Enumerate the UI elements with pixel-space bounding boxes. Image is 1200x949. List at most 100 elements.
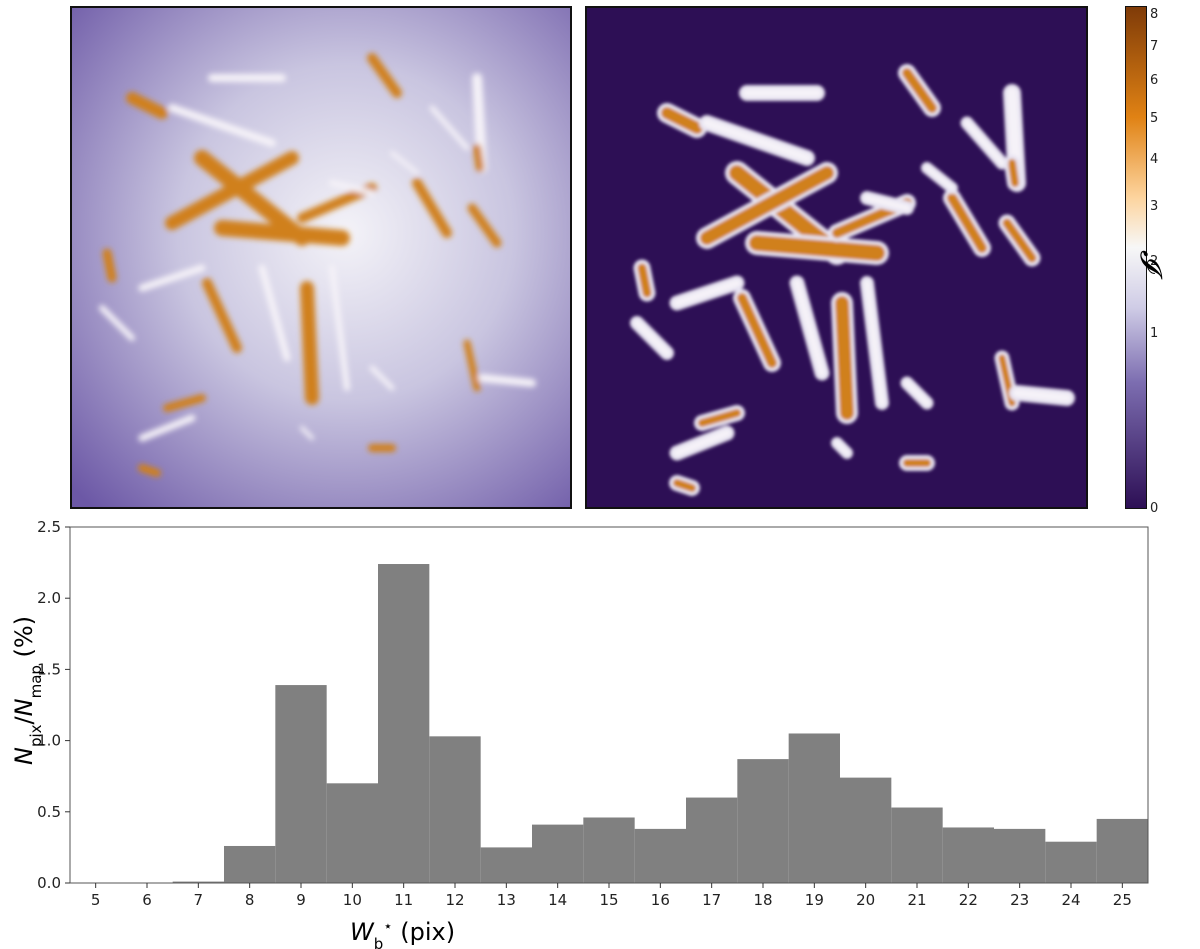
left-map-filament xyxy=(258,264,291,362)
y-axis-label: Npix/Nmap (%) xyxy=(10,616,45,765)
colorbar-tick-label: 1 xyxy=(1150,326,1159,342)
right-map-filament xyxy=(673,429,731,457)
right-map-filament xyxy=(793,279,826,377)
x-tick-label: 14 xyxy=(548,891,567,909)
colorbar-tick-label: 5 xyxy=(1150,110,1159,126)
histogram-bar xyxy=(942,827,994,883)
x-tick-label: 20 xyxy=(856,891,875,909)
colorbar-gradient xyxy=(1126,7,1146,508)
right-map-filament xyxy=(864,280,885,406)
x-tick-label: 8 xyxy=(245,891,255,909)
right-map-filament xyxy=(947,193,987,253)
y-tick-label: 1.0 xyxy=(37,732,61,750)
right-map-filament xyxy=(864,195,910,211)
histogram-bar xyxy=(326,783,378,883)
histogram-bar xyxy=(788,733,840,883)
histogram-bar xyxy=(1096,818,1148,883)
colorbar-tick-label: 7 xyxy=(1150,39,1159,55)
left-map-filament xyxy=(102,248,117,283)
y-tick-label: 0.0 xyxy=(37,874,61,892)
left-map-filament xyxy=(163,394,206,412)
left-map-filament xyxy=(390,151,419,175)
right-map-filament xyxy=(700,166,834,245)
left-map-filament xyxy=(138,264,206,292)
right-map-filament xyxy=(835,441,849,455)
x-tick-label: 18 xyxy=(753,891,772,909)
histogram-bar xyxy=(840,777,892,883)
x-tick-label: 16 xyxy=(651,891,670,909)
histogram-bar xyxy=(224,845,276,883)
left-map-filament xyxy=(138,414,196,442)
left-map-filament xyxy=(300,426,314,440)
left-map-filament xyxy=(463,339,481,392)
histogram-bar xyxy=(429,736,481,883)
right-map-filament xyxy=(904,380,930,406)
colorbar-label: 𝓘 xyxy=(1133,250,1168,271)
right-map-filament xyxy=(698,409,741,427)
left-map-filament xyxy=(329,180,375,196)
histogram-bar xyxy=(891,807,943,883)
colorbar-tick-label: 3 xyxy=(1150,198,1159,214)
right-map-filament xyxy=(1002,218,1037,263)
left-map-filament xyxy=(473,144,484,172)
histogram-bar xyxy=(480,847,532,883)
x-tick-label: 5 xyxy=(91,891,101,909)
x-tick-label: 15 xyxy=(599,891,618,909)
x-tick-label: 19 xyxy=(805,891,824,909)
right-map-filament xyxy=(703,119,811,162)
histogram-bar xyxy=(532,824,584,883)
left-map-filament xyxy=(168,104,276,147)
left-map-filament xyxy=(99,305,135,341)
left-map-filament xyxy=(165,151,299,230)
right-map-filament xyxy=(673,479,696,492)
x-tick-label: 6 xyxy=(142,891,152,909)
histogram-bar xyxy=(634,828,686,883)
colorbar xyxy=(1125,6,1147,509)
x-tick-label: 21 xyxy=(907,891,926,909)
colorbar-tick-label: 4 xyxy=(1150,151,1159,167)
left-map-filament xyxy=(429,105,470,151)
right-map-filament xyxy=(1013,389,1071,402)
left-map-filament xyxy=(126,92,168,119)
left-intensity-map xyxy=(70,6,572,509)
right-map-filament xyxy=(902,68,937,113)
colorbar-tick-label: 6 xyxy=(1150,73,1159,89)
histogram-bar xyxy=(737,759,789,883)
histogram-bar xyxy=(172,881,224,883)
y-tick-label: 2.5 xyxy=(37,518,61,536)
left-map-filament xyxy=(300,281,319,405)
right-map-filament xyxy=(661,107,703,134)
left-map-filament xyxy=(329,265,350,391)
histogram-chart: 0.0 0.5 1.0 1.5 2.0 2.5 5 6 7 8 9 10 11 12 13 14 15 16 17… xyxy=(10,518,1149,949)
histogram-bar xyxy=(378,564,430,883)
left-map-filament xyxy=(194,150,310,246)
left-map-filament xyxy=(214,220,350,246)
x-axis-label: Wb⋆ (pix) xyxy=(350,917,455,949)
histogram-bar xyxy=(275,685,327,883)
y-tick-label: 2.0 xyxy=(37,589,61,607)
left-map-filament xyxy=(138,464,161,477)
histogram-bar xyxy=(994,828,1046,883)
x-tick-label: 17 xyxy=(702,891,721,909)
left-map-image xyxy=(72,8,570,507)
x-tick-label: 9 xyxy=(296,891,306,909)
colorbar-tick-label: 2 xyxy=(1150,254,1159,270)
right-map-filament xyxy=(737,293,777,368)
x-tick-label: 11 xyxy=(394,891,413,909)
left-map-filament xyxy=(369,365,395,391)
x-tick-label: 23 xyxy=(1010,891,1029,909)
right-map-filament xyxy=(835,296,854,420)
x-tick-label: 24 xyxy=(1061,891,1080,909)
right-map-image xyxy=(587,8,1086,507)
right-map-filament xyxy=(749,235,885,261)
left-map-filament xyxy=(367,53,402,98)
x-tick-label: 7 xyxy=(194,891,204,909)
right-map-filament xyxy=(964,120,1005,166)
colorbar-tick-label: 8 xyxy=(1150,7,1159,23)
y-tick-label: 0.5 xyxy=(37,803,61,821)
left-map-filament xyxy=(412,178,452,238)
right-map-filament xyxy=(1008,159,1019,187)
y-tick-label: 1.5 xyxy=(37,660,61,678)
x-tick-label: 12 xyxy=(445,891,464,909)
colorbar-tick-label: 0 xyxy=(1150,501,1159,516)
